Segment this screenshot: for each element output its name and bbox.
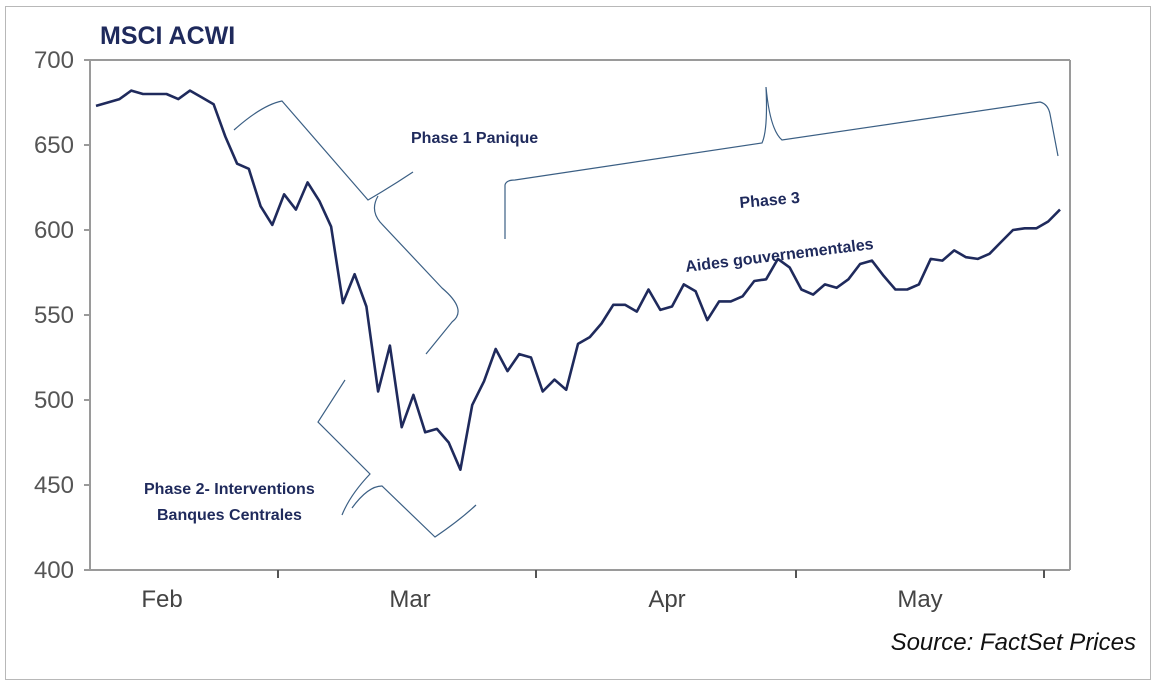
annotation-phase3: Phase 3 xyxy=(739,190,801,212)
y-tick-label: 400 xyxy=(34,557,74,584)
y-tick-label: 600 xyxy=(34,217,74,244)
phase2-brace-left xyxy=(317,379,371,516)
source-label: Source: FactSet Prices xyxy=(891,629,1136,656)
x-tick-label: Mar xyxy=(389,586,430,613)
y-tick-label: 550 xyxy=(34,302,74,329)
annotation-phase2-line2: Banques Centrales xyxy=(157,507,302,524)
phase1-brace-right xyxy=(373,195,459,355)
x-tick-label: Feb xyxy=(141,586,182,613)
phase3-brace xyxy=(504,86,1059,239)
y-axis: 400 450 500 550 600 650 700 xyxy=(34,47,91,584)
y-tick-label: 650 xyxy=(34,132,74,159)
phase1-brace-top xyxy=(233,100,414,201)
x-axis: Feb Mar Apr May xyxy=(84,569,1070,613)
y-tick-label: 700 xyxy=(34,47,74,74)
phase2-brace-bottom xyxy=(351,485,477,538)
x-tick-label: Apr xyxy=(648,586,685,613)
y-tick-label: 500 xyxy=(34,387,74,414)
chart-title: MSCI ACWI xyxy=(100,22,235,50)
msci-acwi-series-line xyxy=(95,89,1061,471)
y-tick-label: 450 xyxy=(34,472,74,499)
annotation-phase2-line1: Phase 2- Interventions xyxy=(144,481,315,498)
annotation-phase1: Phase 1 Panique xyxy=(411,130,538,147)
chart-frame xyxy=(5,6,1151,680)
annotation-phase3-subtitle: Aides gouvernementales xyxy=(684,236,874,276)
phase-braces xyxy=(233,86,1059,538)
x-tick-label: May xyxy=(897,586,942,613)
